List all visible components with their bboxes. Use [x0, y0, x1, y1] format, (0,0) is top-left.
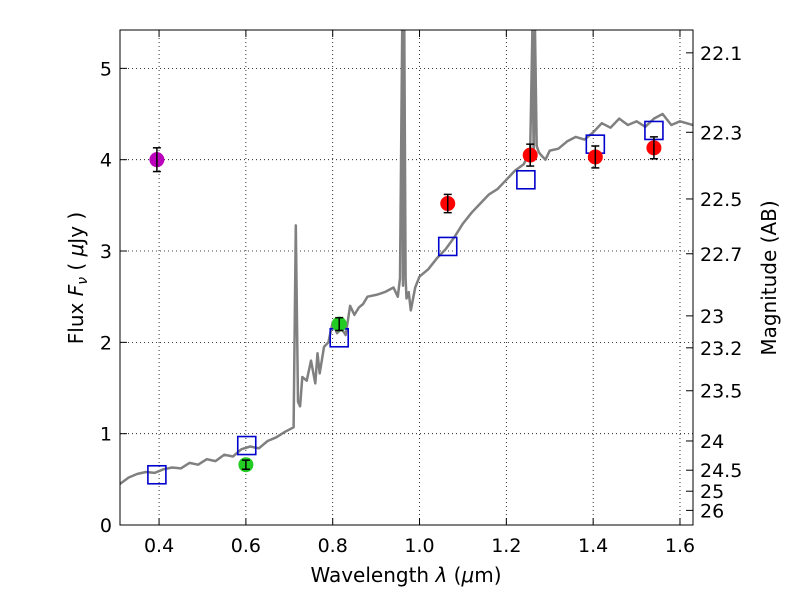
axis-ticks: [120, 30, 693, 526]
magnitude-tick-label: 24: [700, 431, 724, 453]
model-photometry-square: [437, 236, 458, 257]
x-axis-label: Wavelength λ (μm): [310, 563, 501, 587]
magnitude-axis-label: Magnitude (AB): [757, 200, 781, 355]
grid-lines: [120, 30, 693, 525]
magnitude-tick-label: 26: [700, 500, 724, 522]
model-photometry-square: [236, 435, 257, 456]
y-tick-labels: 0 1 2 3 4 5: [100, 58, 112, 537]
y-tick-label: 2: [100, 332, 112, 354]
model-photometry-square: [516, 169, 536, 190]
magnitude-tick-label: 23.2: [700, 338, 742, 360]
magnitude-tick-label: 23: [700, 306, 724, 328]
y-tick-label: 3: [100, 241, 112, 263]
model-photometry-square: [147, 464, 167, 485]
x-tick-label: 1.6: [665, 535, 695, 557]
template-spectrum-line: [120, 30, 693, 485]
x-tick-label: 0.4: [144, 535, 174, 557]
plot-frame: [119, 29, 694, 526]
y-axis-label: Flux Fν ( μJy ): [64, 212, 91, 344]
observed-photometry-markers: [149, 136, 662, 473]
magnitude-tick-label: 22.1: [700, 43, 742, 65]
y-tick-label: 1: [100, 424, 112, 446]
magnitude-tick-label: 22.5: [700, 189, 742, 211]
x-tick-label: 1.4: [578, 535, 608, 557]
y-tick-label: 0: [100, 515, 112, 537]
y-tick-label: 4: [100, 150, 112, 172]
magnitude-tick-label: 23.5: [700, 381, 742, 403]
x-tick-labels: 0.4 0.6 0.8 1.0 1.2 1.4 1.6: [144, 535, 695, 557]
magnitude-tick-label: 22.7: [700, 244, 742, 266]
y-tick-label: 5: [100, 58, 112, 80]
x-tick-label: 1.2: [491, 535, 521, 557]
x-tick-label: 1.0: [404, 535, 434, 557]
x-tick-label: 0.6: [231, 535, 261, 557]
x-tick-label: 0.8: [318, 535, 348, 557]
magnitude-tick-label: 25: [700, 481, 724, 503]
magnitude-tick-label: 22.3: [700, 122, 742, 144]
magnitude-tick-label: 24.5: [700, 460, 742, 482]
